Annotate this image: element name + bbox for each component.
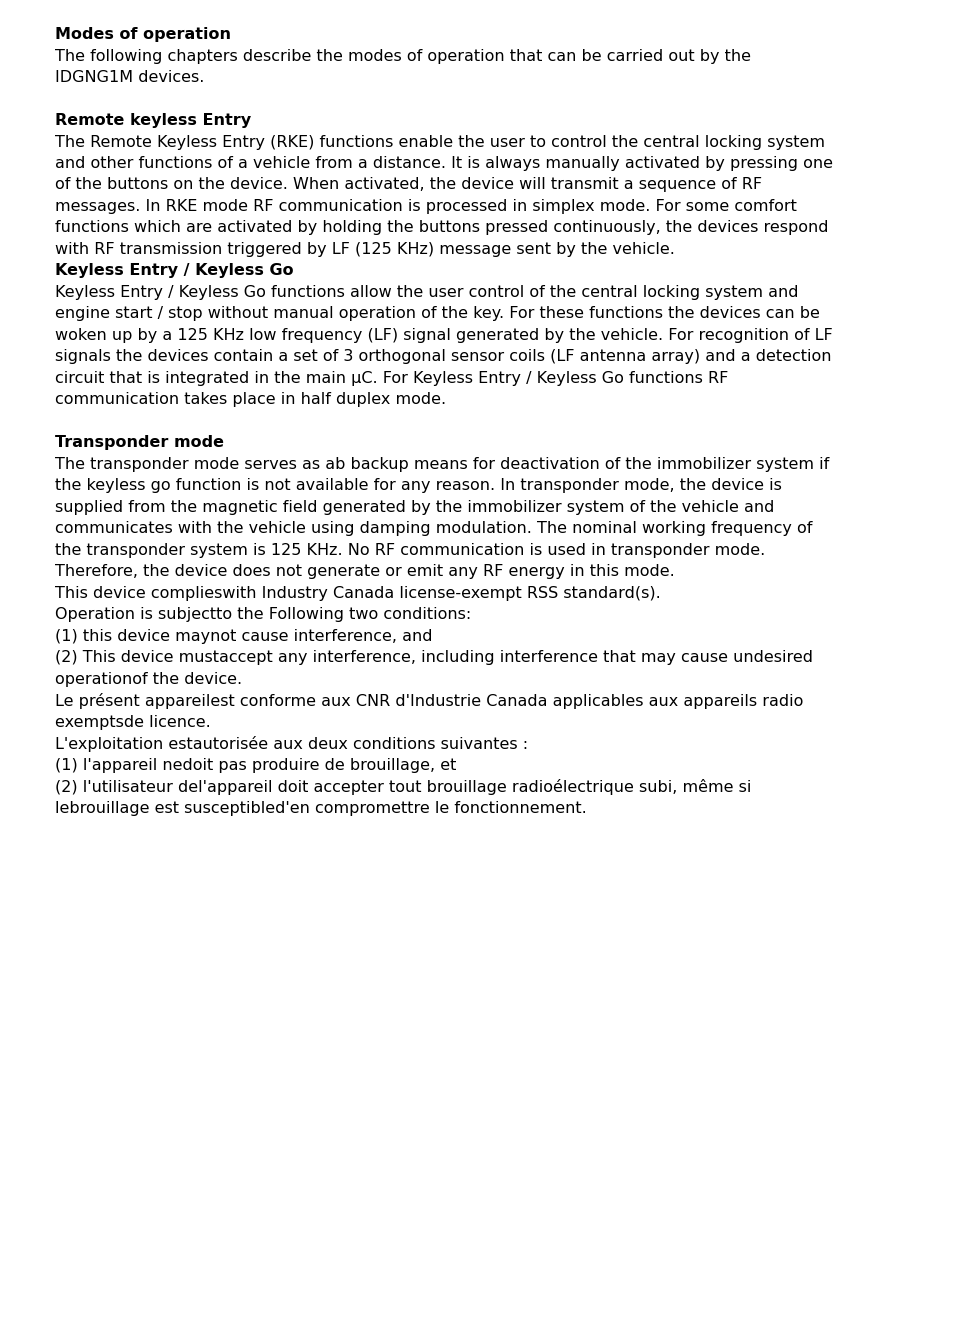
Text: the transponder system is 125 KHz. No RF communication is used in transponder mo: the transponder system is 125 KHz. No RF… (55, 543, 765, 558)
Text: with RF transmission triggered by LF (125 KHz) message sent by the vehicle.: with RF transmission triggered by LF (12… (55, 242, 674, 257)
Text: (1) l'appareil nedoit pas produire de brouillage, et: (1) l'appareil nedoit pas produire de br… (55, 759, 455, 773)
Text: exemptsde licence.: exemptsde licence. (55, 715, 210, 730)
Text: supplied from the magnetic field generated by the immobilizer system of the vehi: supplied from the magnetic field generat… (55, 500, 773, 515)
Text: communication takes place in half duplex mode.: communication takes place in half duplex… (55, 392, 446, 407)
Text: L'exploitation estautorisée aux deux conditions suivantes :: L'exploitation estautorisée aux deux con… (55, 736, 527, 752)
Text: lebrouillage est susceptibled'en compromettre le fonctionnement.: lebrouillage est susceptibled'en comprom… (55, 801, 586, 817)
Text: engine start / stop without manual operation of the key. For these functions the: engine start / stop without manual opera… (55, 307, 819, 321)
Text: Le présent appareilest conforme aux CNR d'Industrie Canada applicables aux appar: Le présent appareilest conforme aux CNR … (55, 694, 802, 710)
Text: Keyless Entry / Keyless Go functions allow the user control of the central locki: Keyless Entry / Keyless Go functions all… (55, 284, 797, 300)
Text: Therefore, the device does not generate or emit any RF energy in this mode.: Therefore, the device does not generate … (55, 565, 674, 579)
Text: This device complieswith Industry Canada license-exempt RSS standard(s).: This device complieswith Industry Canada… (55, 586, 660, 601)
Text: operationof the device.: operationof the device. (55, 672, 242, 687)
Text: IDGNG1M devices.: IDGNG1M devices. (55, 70, 204, 86)
Text: Operation is subjectto the Following two conditions:: Operation is subjectto the Following two… (55, 607, 471, 623)
Text: The following chapters describe the modes of operation that can be carried out b: The following chapters describe the mode… (55, 49, 750, 63)
Text: the keyless go function is not available for any reason. In transponder mode, th: the keyless go function is not available… (55, 478, 781, 494)
Text: Remote keyless Entry: Remote keyless Entry (55, 113, 251, 128)
Text: (2) This device mustaccept any interference, including interference that may cau: (2) This device mustaccept any interfere… (55, 651, 812, 665)
Text: communicates with the vehicle using damping modulation. The nominal working freq: communicates with the vehicle using damp… (55, 522, 812, 536)
Text: messages. In RKE mode RF communication is processed in simplex mode. For some co: messages. In RKE mode RF communication i… (55, 199, 797, 213)
Text: signals the devices contain a set of 3 orthogonal sensor coils (LF antenna array: signals the devices contain a set of 3 o… (55, 349, 830, 365)
Text: Modes of operation: Modes of operation (55, 28, 231, 42)
Text: circuit that is integrated in the main μC. For Keyless Entry / Keyless Go functi: circuit that is integrated in the main μ… (55, 371, 728, 386)
Text: Keyless Entry / Keyless Go: Keyless Entry / Keyless Go (55, 263, 294, 278)
Text: (2) l'utilisateur del'appareil doit accepter tout brouillage radioélectrique sub: (2) l'utilisateur del'appareil doit acce… (55, 780, 751, 795)
Text: functions which are activated by holding the buttons pressed continuously, the d: functions which are activated by holding… (55, 220, 828, 236)
Text: of the buttons on the device. When activated, the device will transmit a sequenc: of the buttons on the device. When activ… (55, 178, 762, 192)
Text: The Remote Keyless Entry (RKE) functions enable the user to control the central : The Remote Keyless Entry (RKE) functions… (55, 134, 825, 150)
Text: (1) this device maynot cause interference, and: (1) this device maynot cause interferenc… (55, 630, 432, 644)
Text: and other functions of a vehicle from a distance. It is always manually activate: and other functions of a vehicle from a … (55, 155, 832, 171)
Text: Transponder mode: Transponder mode (55, 436, 224, 450)
Text: The transponder mode serves as ab backup means for deactivation of the immobiliz: The transponder mode serves as ab backup… (55, 457, 828, 471)
Text: woken up by a 125 KHz low frequency (LF) signal generated by the vehicle. For re: woken up by a 125 KHz low frequency (LF)… (55, 328, 832, 342)
